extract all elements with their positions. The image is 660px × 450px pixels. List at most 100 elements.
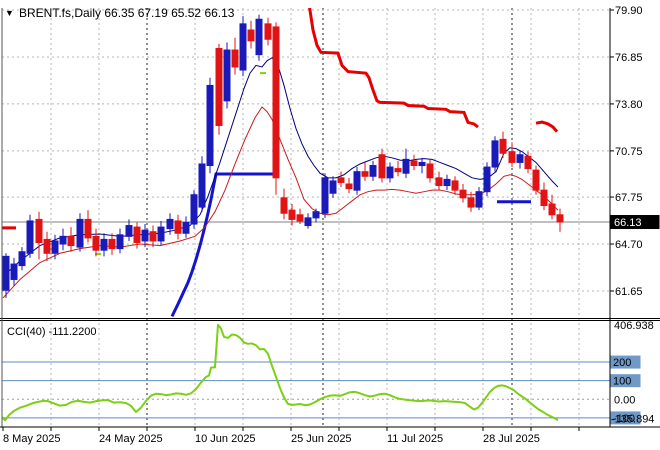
- candle-body: [467, 197, 475, 208]
- candle-body: [540, 189, 548, 207]
- cci-level-box: [610, 411, 641, 425]
- candle-body: [108, 238, 116, 250]
- candle-body: [361, 171, 369, 177]
- cci-line: [2, 323, 559, 422]
- doji-dash-marker: [95, 253, 101, 256]
- price-tick-label: 64.70: [615, 239, 643, 251]
- candle-body: [59, 235, 67, 245]
- candle-body: [296, 214, 304, 222]
- cci-level-label: -100: [613, 413, 635, 425]
- candle-body: [394, 168, 402, 173]
- candle-body: [182, 221, 190, 234]
- candle-body: [451, 180, 459, 191]
- cci-level-box: [610, 355, 641, 369]
- candle-body: [443, 178, 451, 187]
- candle-body: [35, 218, 43, 243]
- candle-body: [369, 165, 377, 177]
- candle-body: [215, 47, 223, 126]
- cci-min-label: -135.894: [611, 413, 654, 425]
- cci-indicator-label: CCI(40) -111.2200: [7, 326, 96, 338]
- candle-body: [516, 154, 524, 163]
- candle-body: [264, 23, 272, 40]
- candle-body: [125, 225, 133, 237]
- candle-body: [524, 155, 532, 170]
- candle-body: [418, 161, 426, 167]
- candle-body: [43, 238, 51, 254]
- candle-body: [402, 158, 410, 174]
- cci-series-layer: [2, 323, 559, 422]
- doji-dash-marker: [260, 72, 266, 75]
- ma-slow-line: [2, 106, 559, 299]
- time-tick-label: 25 Jun 2025: [291, 433, 352, 445]
- candle-body: [288, 209, 296, 220]
- candle-body: [491, 140, 499, 168]
- candle-body: [345, 183, 353, 190]
- candle-body: [100, 238, 108, 251]
- candle-body: [67, 235, 75, 247]
- time-tick-label: 10 Jun 2025: [195, 433, 256, 445]
- price-tick-label: 79.90: [615, 5, 643, 17]
- candle-body: [312, 211, 320, 219]
- time-tick-label: 24 May 2025: [99, 433, 163, 445]
- candle-body: [239, 23, 247, 71]
- trailing-stop-red: [535, 120, 559, 133]
- chart-title-ohlc: BRENT.fs,Daily 66.35 67.19 65.52 66.13: [19, 6, 235, 20]
- candle-body: [556, 214, 564, 223]
- candle-body: [76, 218, 84, 248]
- candle-body: [378, 154, 386, 179]
- cci-level-label: 100: [613, 376, 631, 388]
- candle-body: [353, 171, 361, 191]
- candle-body: [149, 231, 157, 242]
- symbol-dropdown-icon[interactable]: ▼: [5, 8, 14, 18]
- candle-body: [499, 138, 507, 154]
- candle-body: [231, 49, 239, 68]
- candle-body: [92, 235, 100, 251]
- candle-body: [329, 180, 337, 194]
- time-tick-label: 11 Jul 2025: [387, 433, 443, 445]
- time-tick-label: 8 May 2025: [3, 433, 60, 445]
- trailing-stop-blue: [170, 172, 273, 318]
- candle-body: [386, 166, 394, 179]
- candle-body: [247, 29, 255, 42]
- current-price-box: [610, 215, 660, 230]
- candle-body: [141, 229, 149, 242]
- current-price-label: 66.13: [614, 217, 642, 229]
- candle-body: [532, 169, 540, 191]
- price-tick-label: 73.80: [615, 99, 643, 111]
- candle-body: [304, 217, 312, 227]
- trailing-stop-red: [308, 8, 479, 129]
- price-tick-label: 67.75: [615, 192, 643, 204]
- candle-body: [223, 49, 231, 102]
- candle-body: [475, 191, 483, 208]
- candle-body: [174, 220, 182, 234]
- candle-body: [508, 151, 516, 163]
- cci-zero-label: 0.00: [614, 394, 635, 406]
- candle-body: [483, 166, 491, 193]
- candle-body: [2, 255, 10, 291]
- candle-body: [337, 177, 345, 183]
- cci-level-box: [610, 374, 641, 388]
- candle-body: [272, 26, 280, 179]
- candle-body: [166, 218, 174, 230]
- candle-body: [255, 18, 263, 56]
- candle-body: [18, 251, 26, 267]
- price-tick-label: 61.65: [615, 286, 643, 298]
- candle-body: [133, 226, 141, 243]
- candle-body: [280, 197, 288, 214]
- candle-body: [410, 160, 418, 167]
- candle-body: [84, 218, 92, 239]
- candle-body: [26, 220, 34, 254]
- candle-body: [190, 194, 198, 225]
- price-tick-label: 70.75: [615, 146, 643, 158]
- candle-body: [157, 226, 165, 242]
- main-series-layer: [2, 8, 564, 318]
- candle-body: [116, 234, 124, 250]
- candle-body: [548, 203, 556, 216]
- candle-body: [459, 189, 467, 199]
- price-tick-label: 76.85: [615, 52, 643, 64]
- cci-level-label: 200: [613, 357, 631, 369]
